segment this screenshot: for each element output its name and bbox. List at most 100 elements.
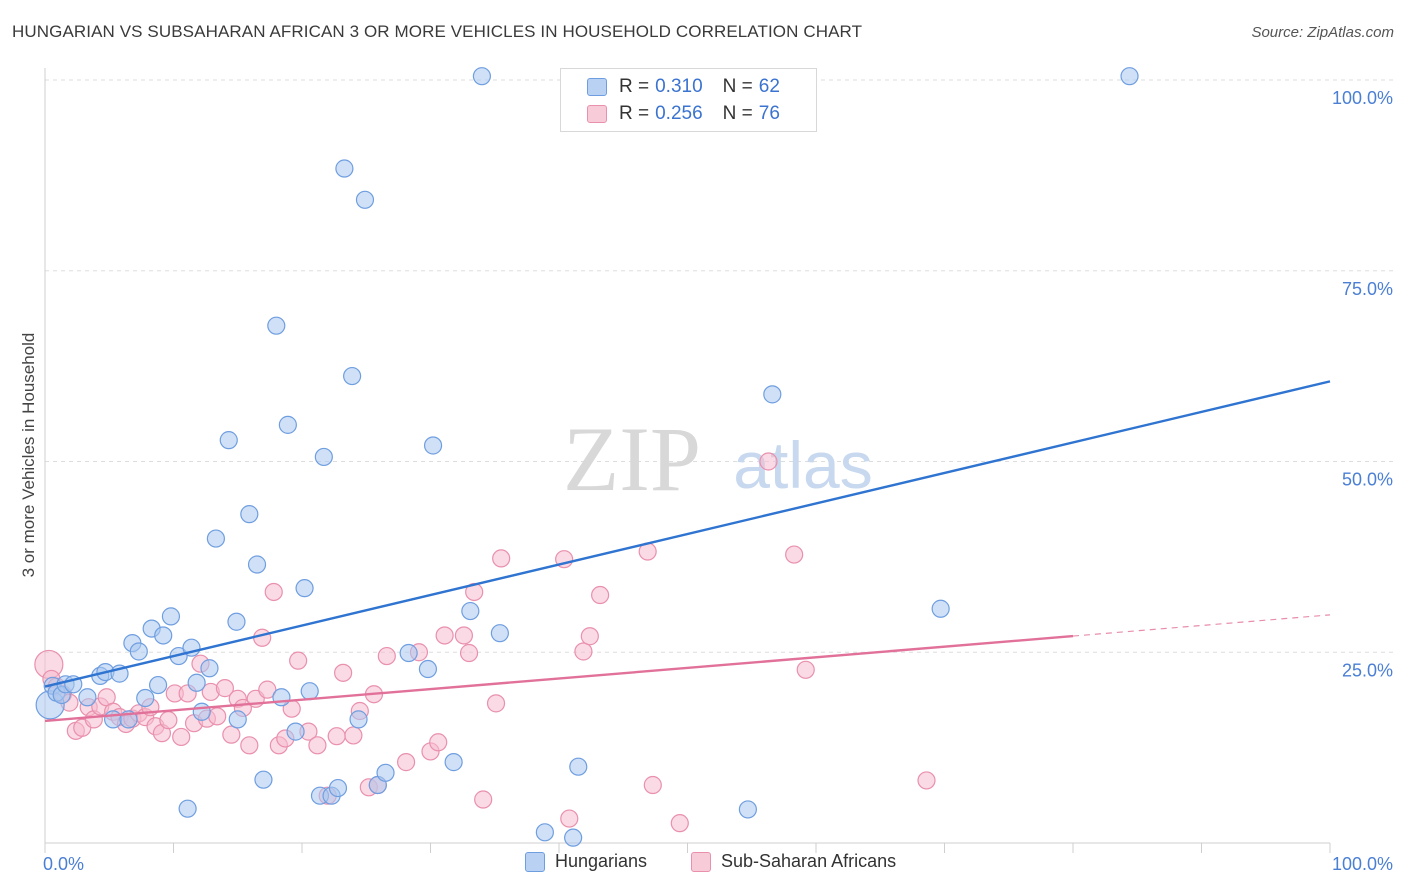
- hungarians-point: [104, 710, 123, 729]
- hungarians-point: [286, 722, 305, 741]
- legend-r-label: R =: [619, 76, 650, 97]
- subsaharan-point: [759, 452, 778, 471]
- hungarians-point: [376, 763, 395, 782]
- y-tick-label: 25.0%: [1342, 660, 1393, 680]
- subsaharan-point: [215, 679, 234, 698]
- legend-r-label: R =: [619, 103, 650, 124]
- subsaharan-point: [474, 790, 493, 809]
- subsaharan-point: [591, 585, 610, 605]
- hungarians-point: [328, 778, 348, 798]
- hungarians-point: [148, 675, 168, 695]
- trend-lines: [44, 380, 1331, 723]
- y-tick-label: 100.0%: [1332, 88, 1393, 108]
- hungarians-point: [535, 823, 554, 842]
- subsaharan-point: [172, 727, 191, 747]
- subsaharan-point: [327, 727, 346, 746]
- trend-line-sub-saharan-africans: [44, 634, 1074, 723]
- legend-n-value: 62: [758, 76, 780, 97]
- subsaharan-point: [643, 775, 662, 795]
- hungarians-point: [187, 673, 206, 692]
- hungarians-point: [349, 710, 368, 729]
- hungarians-point: [295, 579, 314, 598]
- y-tick-label: 75.0%: [1342, 279, 1393, 299]
- y-axis-label: 3 or more Vehicles in Household: [19, 333, 38, 578]
- subsaharan-point: [308, 736, 327, 755]
- source-credit: Source: ZipAtlas.com: [1251, 24, 1394, 41]
- hungarians-point: [278, 415, 297, 434]
- hungarians-point: [423, 436, 443, 455]
- legend-row-subsaharan: R = 0.256 N = 76: [587, 102, 780, 126]
- hungarians-point: [240, 505, 259, 524]
- legend-swatch-hungarians: [525, 851, 545, 872]
- chart-title: HUNGARIAN VS SUBSAHARAN AFRICAN 3 OR MOR…: [12, 22, 863, 41]
- legend-label-subsaharan: Sub-Saharan Africans: [721, 851, 897, 871]
- subsaharan-point: [334, 663, 353, 682]
- hungarians-point: [931, 599, 950, 618]
- hungarians-point: [569, 757, 588, 776]
- subsaharan-point: [486, 694, 506, 713]
- legend-n-value: 76: [758, 103, 780, 124]
- series-subsaharan-points: [34, 452, 936, 833]
- hungarians-point: [129, 642, 148, 661]
- series-hungarians-points: [35, 67, 1139, 847]
- legend-label-hungarians: Hungarians: [555, 851, 648, 871]
- tick-labels: 25.0% 50.0% 75.0% 100.0% 0.0% 100.0%: [43, 88, 1393, 874]
- subsaharan-point: [377, 646, 396, 666]
- x-tick-label-min: 0.0%: [43, 854, 84, 874]
- hungarians-point: [472, 67, 491, 86]
- hungarians-point: [154, 626, 173, 645]
- subsaharan-point: [435, 626, 454, 645]
- hungarians-point: [355, 190, 375, 209]
- hungarians-point: [136, 688, 155, 708]
- subsaharan-point: [796, 660, 815, 679]
- hungarians-point: [564, 828, 583, 847]
- legend-swatch-blue: [587, 78, 607, 96]
- hungarians-point: [1120, 67, 1139, 86]
- subsaharan-point: [222, 725, 241, 744]
- subsaharan-point: [785, 545, 804, 564]
- hungarians-point: [227, 612, 246, 631]
- subsaharan-point: [159, 711, 178, 730]
- hungarians-point: [219, 431, 238, 450]
- hungarians-point: [300, 682, 319, 701]
- legend-swatch-subsaharan: [691, 851, 711, 872]
- hungarians-point: [272, 688, 291, 707]
- subsaharan-point: [240, 736, 259, 755]
- series-legend: Hungarians Sub-Saharan Africans: [0, 851, 1406, 877]
- hungarians-point: [178, 799, 197, 818]
- subsaharan-point: [670, 814, 689, 833]
- legend-n-label: N =: [722, 76, 753, 97]
- legend-row-hungarians: R = 0.310 N = 62: [587, 75, 780, 99]
- hungarians-point: [78, 688, 97, 707]
- hungarians-point: [490, 624, 509, 643]
- subsaharan-point: [492, 549, 511, 568]
- subsaharan-point: [208, 707, 227, 726]
- hungarians-point: [763, 385, 782, 404]
- subsaharan-point: [289, 651, 308, 670]
- hungarians-point: [444, 753, 463, 772]
- hungarians-point: [343, 366, 362, 386]
- y-tick-label: 50.0%: [1342, 470, 1393, 490]
- subsaharan-point: [429, 733, 448, 752]
- hungarians-point: [335, 159, 354, 178]
- hungarians-point: [738, 800, 757, 819]
- legend-item-hungarians[interactable]: Hungarians: [525, 851, 647, 872]
- hungarians-point: [314, 447, 333, 467]
- legend-item-subsaharan[interactable]: Sub-Saharan Africans: [691, 851, 896, 872]
- hungarians-point: [228, 710, 247, 729]
- legend-n-label: N =: [722, 103, 753, 124]
- hungarians-point: [399, 643, 418, 663]
- watermark-atlas: atlas: [733, 428, 872, 502]
- hungarians-point: [247, 555, 267, 574]
- legend-r-value: 0.256: [655, 103, 703, 124]
- hungarians-point: [200, 659, 219, 678]
- hungarians-point: [206, 529, 226, 548]
- legend-r-value: 0.310: [655, 76, 703, 97]
- trend-line-extension: [1072, 614, 1331, 637]
- subsaharan-point: [396, 753, 416, 772]
- subsaharan-point: [344, 726, 363, 745]
- hungarians-point: [161, 607, 181, 626]
- watermark-zip: ZIP: [563, 408, 701, 510]
- x-tick-label-max: 100.0%: [1332, 854, 1393, 874]
